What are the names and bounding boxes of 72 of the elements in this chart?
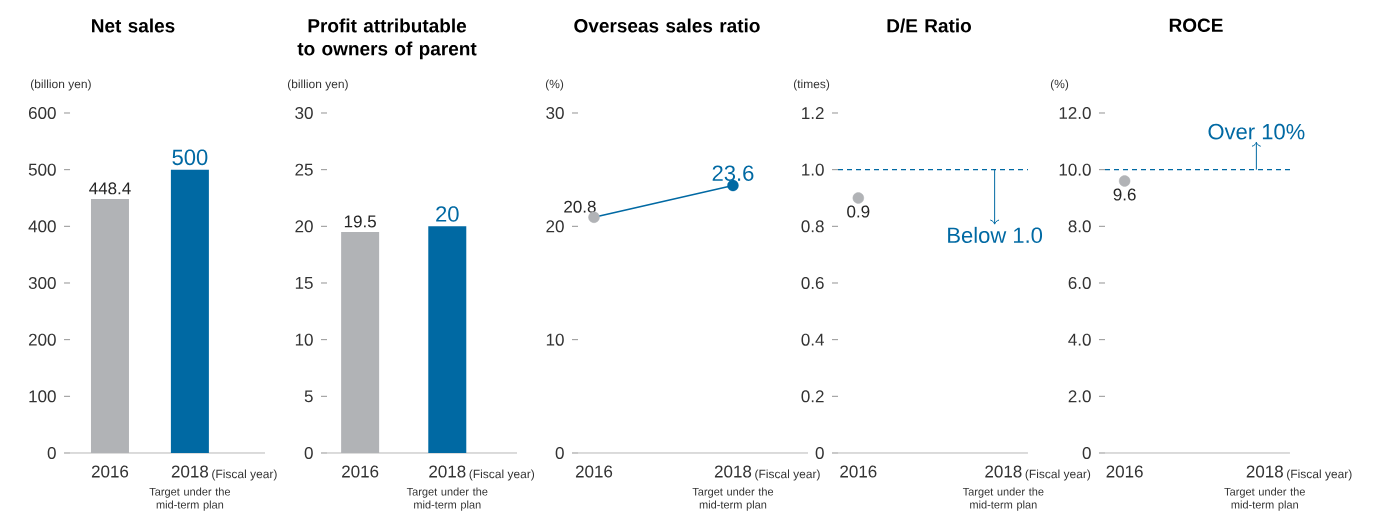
y-tick-label: 0 <box>815 446 824 460</box>
y-tick-label: 300 <box>28 276 56 290</box>
x-tick-label: 2018 <box>714 465 752 478</box>
y-tick-label: 0 <box>555 446 564 460</box>
y-tick-label: 0 <box>47 446 56 460</box>
y-axis-title: (billion yen) <box>30 79 91 91</box>
y-tick-label: 20 <box>295 220 313 233</box>
text: (Fiscal year) <box>1287 469 1352 481</box>
y-tick-label: 0.6 <box>801 276 824 290</box>
x-tick-label: 2016 <box>91 465 129 478</box>
y-axis-title: (times) <box>793 79 830 91</box>
text: Target under the mid-term plan <box>406 487 488 511</box>
chart-title: ROCE <box>1169 18 1223 32</box>
data-label: 448.4 <box>89 182 131 195</box>
y-tick-label: 200 <box>28 333 56 346</box>
y-tick-label: 500 <box>28 163 56 176</box>
data-label: 19.5 <box>344 215 376 228</box>
data-label: 20.8 <box>564 200 596 213</box>
y-tick-label: 5 <box>304 390 313 403</box>
y-tick-label: 100 <box>29 390 56 403</box>
x-tick-label: 2016 <box>342 465 379 478</box>
y-tick-label: 0.2 <box>801 390 824 403</box>
y-tick-label: 8.0 <box>1068 220 1091 233</box>
chart-title: Overseas sales ratio <box>574 18 760 33</box>
legend-label: Below 1.0 <box>948 226 1043 244</box>
y-tick-label: 20 <box>546 220 564 233</box>
y-tick-label: 400 <box>28 220 56 233</box>
x-tick-label: 2016 <box>1106 465 1143 478</box>
ref-line-label: Over 10% <box>1208 123 1305 140</box>
x-tick-label: 2018 <box>1246 465 1283 478</box>
text: (Fiscal year) <box>1025 469 1091 481</box>
data-label: 9.6 <box>1113 188 1136 201</box>
x-tick-label: 2016 <box>575 465 613 478</box>
chart-title: D/E Ratio <box>887 18 971 33</box>
x-tick-label: 2018 <box>429 465 466 478</box>
y-tick-label: 10.0 <box>1059 163 1091 176</box>
y-tick-label: 10 <box>295 333 313 346</box>
text: (Fiscal year) <box>469 469 535 481</box>
text: (Fiscal year) <box>755 469 820 481</box>
x-tick-label: 2018 <box>985 465 1022 478</box>
y-tick-label: 0.8 <box>801 220 824 233</box>
text: Target under the mid-term plan <box>962 487 1044 511</box>
y-tick-label: 12.0 <box>1059 106 1091 120</box>
data-label: 20 <box>436 206 459 222</box>
data-label: 0.9 <box>847 205 870 218</box>
y-tick-label: 6.0 <box>1068 276 1091 290</box>
data-label: 23.6 <box>712 165 754 181</box>
y-tick-label: 15 <box>295 277 313 289</box>
y-tick-label: 25 <box>295 163 313 176</box>
y-tick-label: 1.2 <box>802 107 824 119</box>
chart-title: Net sales <box>92 18 175 33</box>
y-tick-label: 30 <box>546 106 564 120</box>
y-tick-label: 600 <box>28 106 56 120</box>
x-tick-label: 2016 <box>840 465 877 478</box>
text: (Fiscal year) <box>212 469 277 481</box>
text: Target under the mid-term plan <box>692 487 774 511</box>
y-axis-title: (%) <box>1050 79 1069 91</box>
y-axis-title: (billion yen) <box>287 79 348 91</box>
x-tick-label: 2018 <box>171 465 209 478</box>
y-tick-label: 10 <box>546 333 564 346</box>
y-tick-label: 1.0 <box>802 163 824 176</box>
y-tick-label: 0 <box>1082 446 1091 460</box>
y-tick-label: 0 <box>304 446 313 460</box>
y-axis-title: (%) <box>545 79 564 91</box>
y-tick-label: 4.0 <box>1068 333 1091 346</box>
chart-title: Profit attributable to owners of parent <box>297 18 477 60</box>
y-tick-label: 0.4 <box>801 333 824 346</box>
y-tick-label: 2.0 <box>1068 390 1091 403</box>
data-label: 500 <box>172 149 208 166</box>
text: Target under the mid-term plan <box>1224 487 1305 511</box>
text: Target under the mid-term plan <box>149 487 231 511</box>
y-tick-label: 30 <box>295 106 313 120</box>
